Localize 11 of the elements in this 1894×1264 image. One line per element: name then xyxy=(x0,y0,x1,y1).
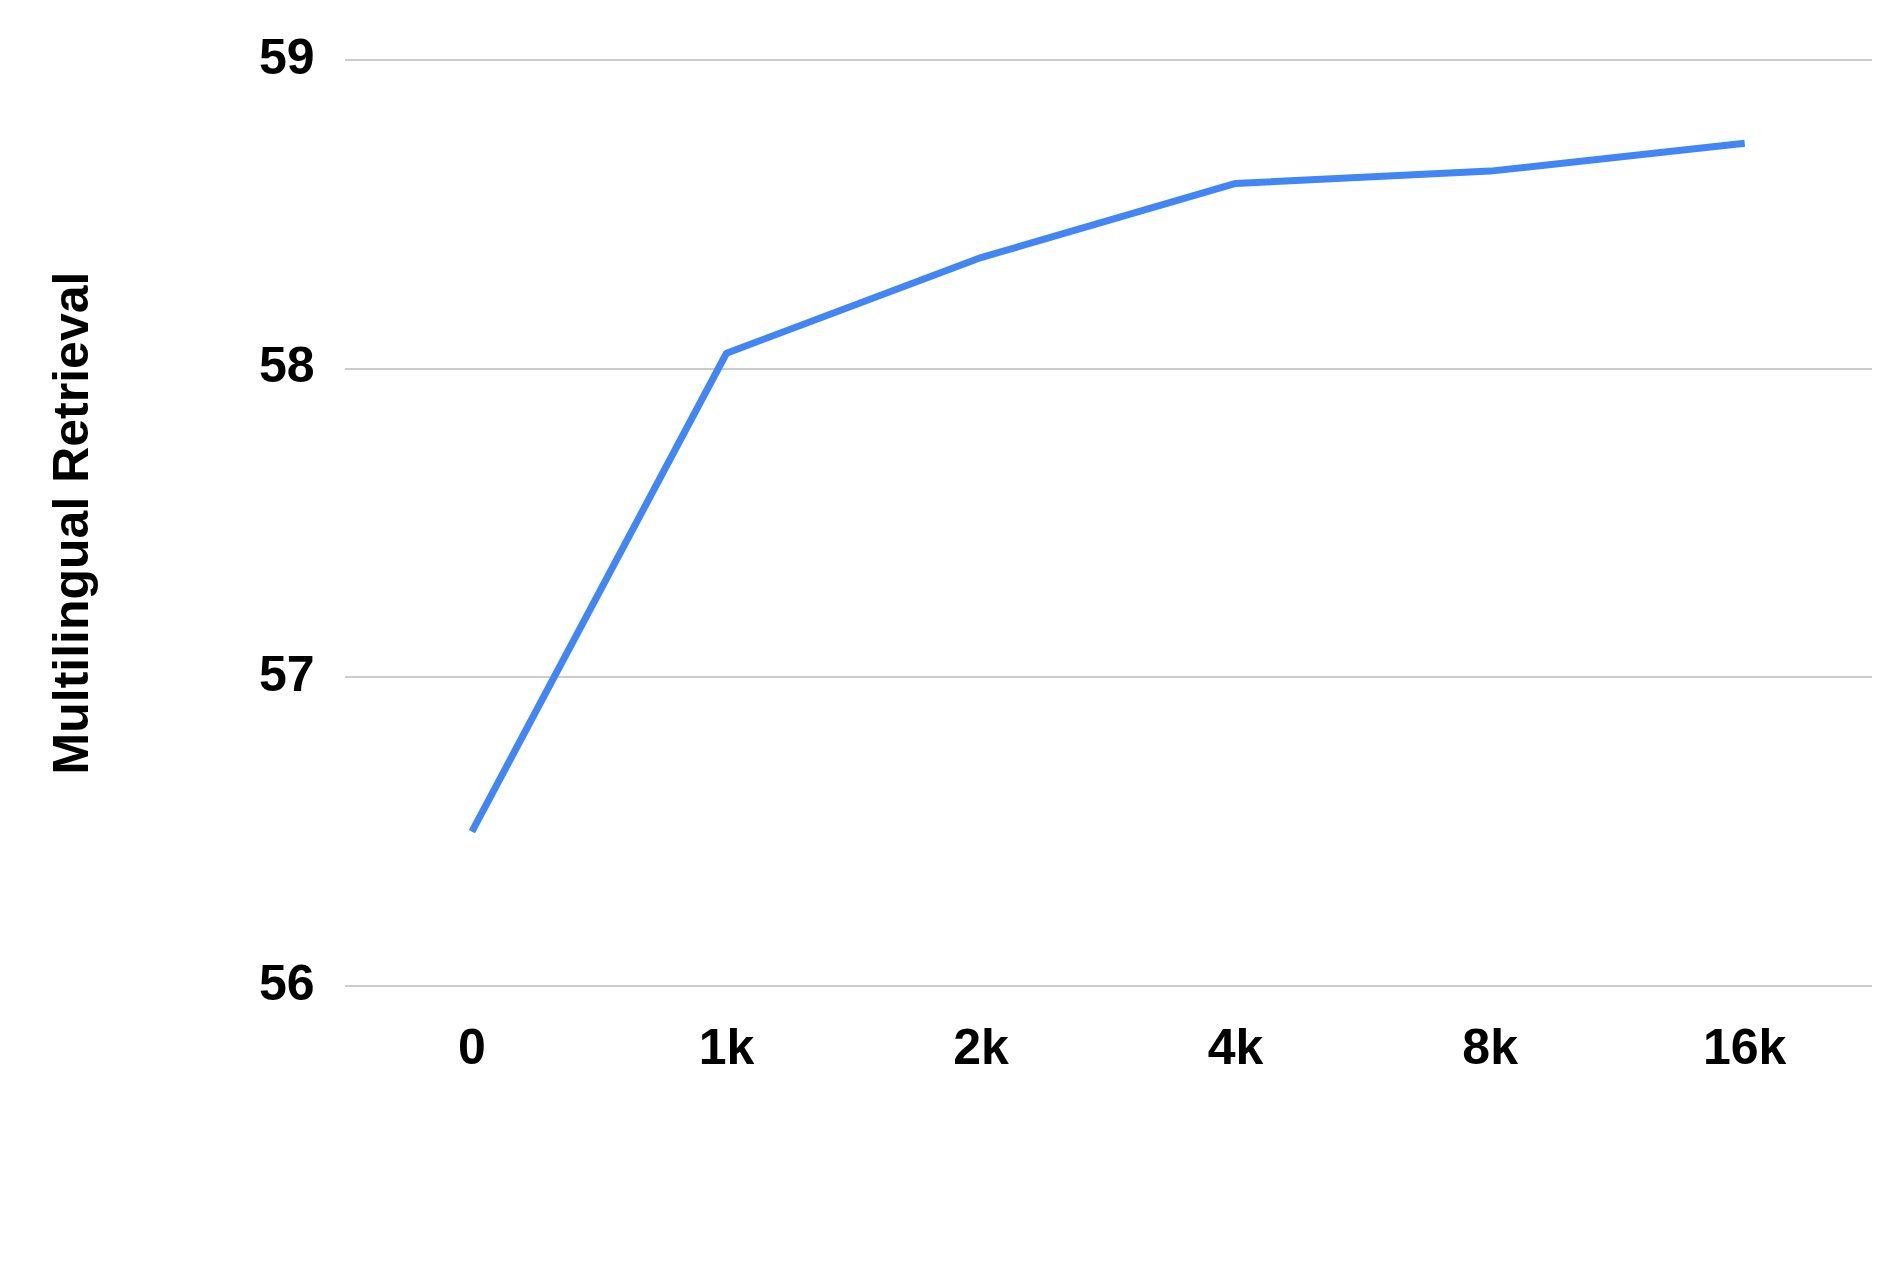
y-axis-title: Multilingual Retrieval xyxy=(42,271,99,775)
x-tick-label: 2k xyxy=(953,1018,1010,1075)
y-tick-label: 57 xyxy=(258,646,315,703)
y-tick-label: 56 xyxy=(258,954,315,1011)
y-tick-label: 58 xyxy=(258,337,315,394)
x-tick-label: 1k xyxy=(698,1018,755,1075)
x-tick-label: 16k xyxy=(1703,1018,1787,1075)
x-tick-label: 0 xyxy=(457,1018,486,1075)
x-tick-label: 8k xyxy=(1462,1018,1519,1075)
y-tick-label: 59 xyxy=(258,28,315,85)
x-tick-label: 4k xyxy=(1207,1018,1264,1075)
